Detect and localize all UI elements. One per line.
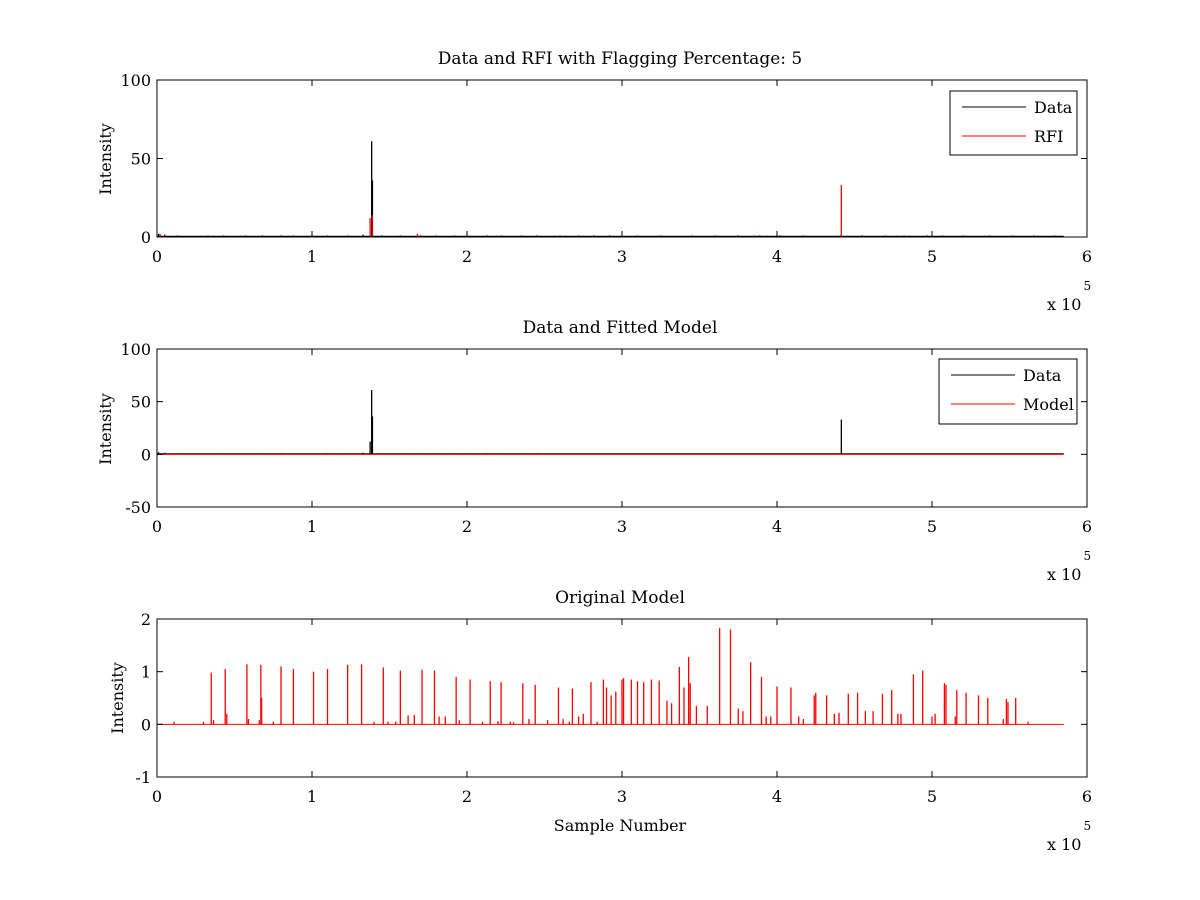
y-tick-label: 0: [141, 228, 151, 247]
subplot-3-ylabel: Intensity: [108, 662, 127, 734]
x-tick-label: 3: [617, 247, 627, 266]
legend: Data RFI: [949, 90, 1078, 156]
x-tick-label: 5: [927, 787, 937, 806]
x-tick-label: 2: [462, 787, 472, 806]
x-tick-label: 5: [927, 247, 937, 266]
x-tick-label: 6: [1082, 517, 1092, 536]
y-tick-label: 1: [141, 663, 151, 682]
subplot-3-x-exponent-base: x 10: [1047, 835, 1081, 854]
subplot-2-title: Data and Fitted Model: [523, 318, 718, 338]
y-tick-label: -1: [135, 768, 151, 787]
subplot-1-title: Data and RFI with Flagging Percentage: 5: [438, 49, 802, 69]
legend-label: Data: [1034, 98, 1073, 117]
subplot-1-x-exponent-base: x 10: [1047, 295, 1081, 314]
x-tick-label: 2: [462, 517, 472, 536]
subplot-2-x-exponent-base: x 10: [1047, 565, 1081, 584]
legend-box: [938, 358, 1078, 425]
x-tick-label: 2: [462, 247, 472, 266]
y-tick-label: 2: [141, 610, 151, 629]
y-tick-label: 100: [120, 340, 151, 359]
y-tick-label: -50: [125, 498, 151, 517]
subplot-1-plot: 0 1 2 3 4 5 6 0 50 100 Data RFI: [120, 71, 1092, 266]
x-tick-label: 1: [307, 787, 317, 806]
subplot-2-x-exponent-power: 5: [1083, 549, 1091, 563]
x-tick-label: 4: [772, 247, 782, 266]
subplot-rfi: Data and RFI with Flagging Percentage: 5…: [96, 49, 1092, 314]
x-tick-label: 0: [152, 517, 162, 536]
x-tick-label: 5: [927, 517, 937, 536]
y-tick-label: 0: [141, 715, 151, 734]
subplot-3-xlabel: Sample Number: [554, 816, 687, 835]
y-tick-label: 0: [141, 445, 151, 464]
subplot-original-model: Original Model Intensity Sample Number x…: [108, 588, 1092, 854]
subplot-1-ylabel: Intensity: [96, 123, 115, 195]
subplot-2-ylabel: Intensity: [96, 393, 115, 465]
legend-label: Data: [1023, 366, 1062, 385]
x-tick-label: 1: [307, 517, 317, 536]
x-tick-label: 0: [152, 787, 162, 806]
legend-label: RFI: [1034, 127, 1063, 146]
subplot-2-x-exponent: x 105: [1047, 549, 1091, 584]
x-tick-label: 6: [1082, 787, 1092, 806]
x-tick-label: 3: [617, 787, 627, 806]
y-tick-label: 50: [131, 150, 151, 169]
subplot-3-x-exponent: x 105: [1047, 819, 1091, 854]
x-tick-label: 6: [1082, 247, 1092, 266]
legend: Data Model: [938, 358, 1078, 425]
subplot-1-x-exponent: x 105: [1047, 279, 1091, 314]
x-tick-label: 3: [617, 517, 627, 536]
subplot-3-x-exponent-power: 5: [1083, 819, 1091, 833]
x-tick-label: 4: [772, 517, 782, 536]
legend-box: [949, 90, 1078, 156]
legend-label: Model: [1023, 395, 1074, 414]
x-tick-label: 0: [152, 247, 162, 266]
y-tick-label: 100: [120, 71, 151, 90]
subplot-1-x-exponent-power: 5: [1083, 279, 1091, 293]
x-tick-label: 1: [307, 247, 317, 266]
y-tick-label: 50: [131, 393, 151, 412]
x-tick-label: 4: [772, 787, 782, 806]
subplot-3-title: Original Model: [555, 588, 685, 608]
